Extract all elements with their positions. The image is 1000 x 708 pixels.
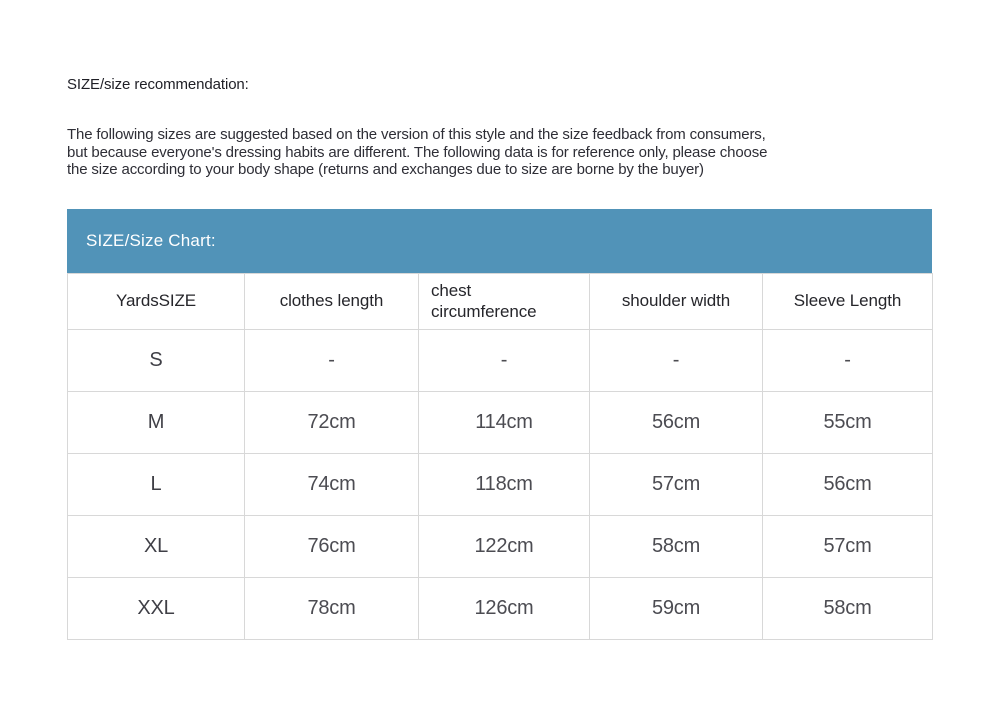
cell-shoulder-width: 58cm [589, 514, 763, 578]
size-chart-title-bar: SIZE/Size Chart: [67, 208, 932, 273]
table-row: L 74cm 118cm 57cm 56cm [67, 452, 933, 516]
cell-shoulder-width: 57cm [589, 452, 763, 516]
cell-sleeve-length: 55cm [762, 390, 933, 454]
cell-size: S [67, 328, 245, 392]
cell-clothes-length: 74cm [244, 452, 419, 516]
cell-chest-circumference: 122cm [418, 514, 590, 578]
cell-clothes-length: - [244, 328, 419, 392]
cell-size: XXL [67, 576, 245, 640]
cell-shoulder-width: - [589, 328, 763, 392]
cell-size: XL [67, 514, 245, 578]
cell-size: M [67, 390, 245, 454]
cell-sleeve-length: 58cm [762, 576, 933, 640]
size-recommendation-section: SIZE/size recommendation: The following … [0, 76, 1000, 640]
cell-shoulder-width: 59cm [589, 576, 763, 640]
column-header-clothes-length: clothes length [244, 272, 419, 330]
section-title: SIZE/size recommendation: [67, 76, 249, 93]
table-header-row: YardsSIZE clothes length chest circumfer… [67, 272, 933, 330]
cell-chest-circumference: 118cm [418, 452, 590, 516]
size-chart: SIZE/Size Chart: YardsSIZE clothes lengt… [67, 208, 933, 640]
cell-chest-circumference: 114cm [418, 390, 590, 454]
column-header-shoulder-width: shoulder width [589, 272, 763, 330]
table-row: XL 76cm 122cm 58cm 57cm [67, 514, 933, 578]
cell-clothes-length: 78cm [244, 576, 419, 640]
table-row: S - - - - [67, 328, 933, 392]
cell-sleeve-length: 57cm [762, 514, 933, 578]
column-header-chest-circumference: chest circumference [418, 272, 590, 330]
cell-chest-circumference: 126cm [418, 576, 590, 640]
column-header-sleeve-length: Sleeve Length [762, 272, 933, 330]
cell-shoulder-width: 56cm [589, 390, 763, 454]
cell-chest-circumference: - [418, 328, 590, 392]
description-line: but because everyone's dressing habits a… [67, 143, 768, 161]
cell-clothes-length: 72cm [244, 390, 419, 454]
cell-sleeve-length: - [762, 328, 933, 392]
size-description: The following sizes are suggested based … [67, 126, 933, 179]
cell-sleeve-length: 56cm [762, 452, 933, 516]
column-header-size: YardsSIZE [67, 272, 245, 330]
description-line: The following sizes are suggested based … [67, 126, 766, 143]
description-line: the size according to your body shape (r… [67, 161, 704, 178]
table-row: M 72cm 114cm 56cm 55cm [67, 390, 933, 454]
cell-clothes-length: 76cm [244, 514, 419, 578]
size-chart-table: YardsSIZE clothes length chest circumfer… [67, 272, 933, 640]
table-row: XXL 78cm 126cm 59cm 58cm [67, 576, 933, 640]
cell-size: L [67, 452, 245, 516]
